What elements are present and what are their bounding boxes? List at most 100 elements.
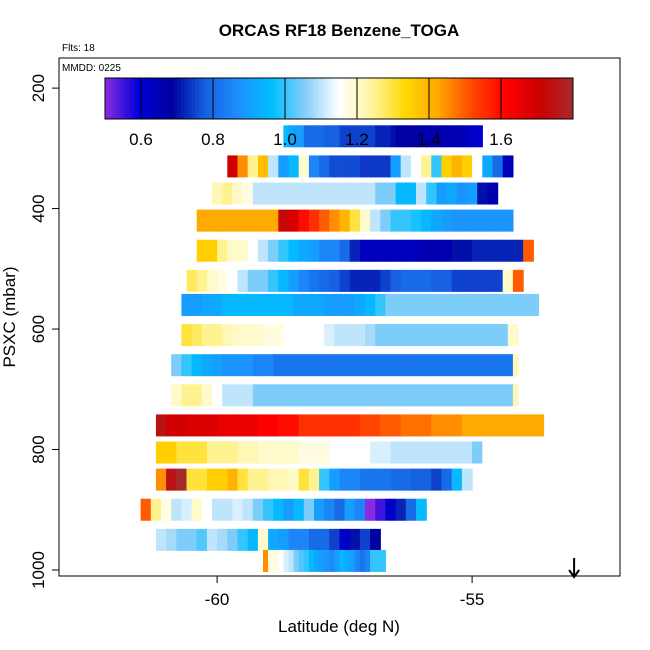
heatmap-cell bbox=[344, 549, 351, 572]
heatmap-cell bbox=[349, 528, 356, 551]
heatmap-cell bbox=[421, 414, 427, 437]
heatmap-cell bbox=[329, 441, 335, 464]
colorbar-segment bbox=[501, 78, 506, 119]
heatmap-cell bbox=[217, 384, 223, 407]
heatmap-cell bbox=[472, 209, 478, 232]
heatmap-cell bbox=[365, 384, 371, 407]
colorbar-segment bbox=[450, 78, 455, 119]
colorbar-segment bbox=[324, 78, 329, 119]
heatmap-cell bbox=[354, 498, 361, 521]
heatmap-cell bbox=[441, 324, 448, 347]
heatmap-cell bbox=[252, 498, 259, 521]
heatmap-cell bbox=[477, 384, 483, 407]
heatmap-cell bbox=[263, 384, 269, 407]
heatmap-cell bbox=[222, 414, 228, 437]
heatmap-cell bbox=[217, 528, 223, 551]
heatmap-cell bbox=[222, 498, 228, 521]
heatmap-cell bbox=[334, 324, 341, 347]
heatmap-cell bbox=[416, 414, 422, 437]
heatmap-cell bbox=[201, 239, 208, 262]
heatmap-cell bbox=[263, 468, 269, 491]
heatmap-cell bbox=[461, 384, 468, 407]
heatmap-cell bbox=[329, 384, 335, 407]
arrow-down-icon bbox=[568, 558, 580, 579]
heatmap-cell bbox=[354, 239, 361, 262]
heatmap-cell bbox=[380, 384, 386, 407]
arrow-head bbox=[568, 569, 580, 579]
heatmap-cell bbox=[242, 155, 249, 178]
heatmap-cell bbox=[441, 384, 448, 407]
heatmap-cell bbox=[257, 324, 264, 347]
colorbar-segment bbox=[515, 78, 520, 119]
heatmap-cell bbox=[329, 182, 335, 205]
heatmap-cell bbox=[196, 414, 203, 437]
heatmap-cell bbox=[349, 549, 356, 572]
colorbar-segment bbox=[148, 78, 153, 119]
heatmap-cell bbox=[263, 182, 269, 205]
heatmap-cell bbox=[405, 498, 412, 521]
heatmap-cell bbox=[497, 239, 504, 262]
heatmap-cell bbox=[227, 324, 233, 347]
heatmap-cell bbox=[467, 324, 473, 347]
heatmap-cell bbox=[446, 155, 453, 178]
heatmap-cell bbox=[395, 239, 402, 262]
heatmap-cell bbox=[482, 324, 488, 347]
heatmap-cell bbox=[359, 441, 366, 464]
heatmap-cell bbox=[227, 293, 233, 316]
heatmap-cell bbox=[436, 125, 443, 148]
heatmap-cell bbox=[416, 441, 422, 464]
heatmap-cell bbox=[201, 354, 208, 377]
heatmap-cell bbox=[268, 414, 274, 437]
heatmap-cell bbox=[212, 239, 218, 262]
heatmap-cell bbox=[201, 468, 208, 491]
heatmap-cell bbox=[263, 209, 269, 232]
heatmap-cell bbox=[365, 239, 371, 262]
colorbar-segment bbox=[511, 78, 516, 119]
heatmap-cell bbox=[446, 414, 453, 437]
heatmap-cell bbox=[482, 384, 488, 407]
heatmap-cell bbox=[196, 528, 203, 551]
heatmap-cell bbox=[482, 209, 488, 232]
heatmap-cell bbox=[482, 354, 488, 377]
heatmap-cell bbox=[237, 528, 244, 551]
heatmap-cell bbox=[451, 414, 458, 437]
heatmap-cell bbox=[308, 384, 315, 407]
colorbar-segment bbox=[313, 78, 318, 119]
heatmap-cell bbox=[395, 209, 402, 232]
heatmap-cell bbox=[349, 239, 356, 262]
heatmap-cell bbox=[528, 414, 534, 437]
heatmap-cell bbox=[329, 414, 335, 437]
heatmap-cell bbox=[446, 239, 453, 262]
heatmap-cell bbox=[344, 239, 351, 262]
heatmap-cell bbox=[477, 182, 483, 205]
heatmap-cell bbox=[293, 125, 300, 148]
heatmap-cell bbox=[410, 182, 417, 205]
colorbar-segment bbox=[389, 78, 394, 119]
heatmap-cell bbox=[339, 441, 346, 464]
heatmap-cell bbox=[359, 384, 366, 407]
heatmap-cell bbox=[288, 468, 295, 491]
heatmap-cell bbox=[303, 354, 310, 377]
heatmap-cell bbox=[334, 441, 341, 464]
colorbar-segment bbox=[123, 78, 128, 119]
heatmap-cell bbox=[283, 182, 290, 205]
heatmap-cell bbox=[247, 528, 254, 551]
colorbar-segment bbox=[137, 78, 142, 119]
heatmap-cell bbox=[431, 269, 437, 292]
heatmap-cell bbox=[502, 269, 509, 292]
heatmap-cell bbox=[308, 125, 315, 148]
heatmap-cell bbox=[436, 324, 443, 347]
colorbar-segment bbox=[540, 78, 545, 119]
heatmap-cell bbox=[140, 498, 147, 521]
colorbar: 0.6 0.8 1.0 1.2 1.4 1.6 bbox=[104, 77, 574, 149]
heatmap-cell bbox=[365, 498, 371, 521]
heatmap-cell bbox=[288, 125, 295, 148]
heatmap-cell bbox=[324, 384, 330, 407]
heatmap-cell bbox=[222, 384, 228, 407]
heatmap-cell bbox=[405, 468, 412, 491]
heatmap-cell bbox=[390, 293, 397, 316]
heatmap-cell bbox=[507, 414, 514, 437]
heatmap-cell bbox=[288, 354, 295, 377]
heatmap-cell bbox=[390, 384, 397, 407]
heatmap-cell bbox=[257, 528, 264, 551]
